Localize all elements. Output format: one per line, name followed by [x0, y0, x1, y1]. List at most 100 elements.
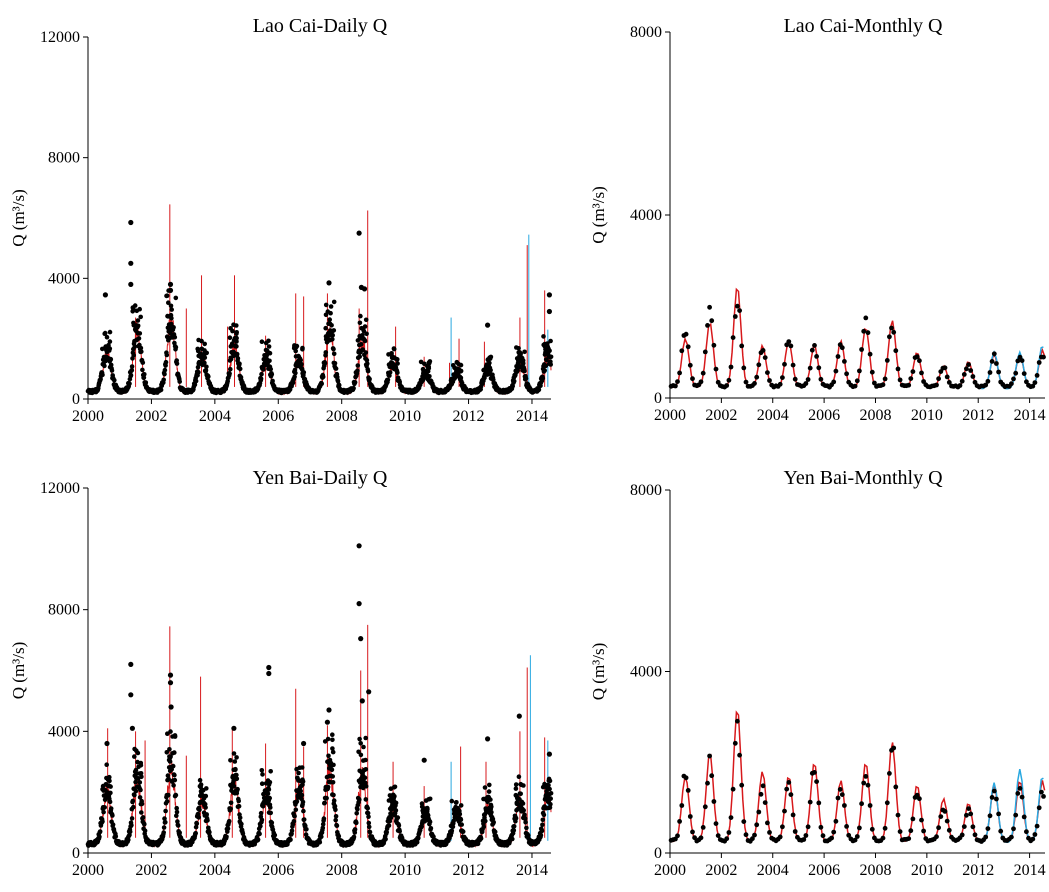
- observed-point: [458, 362, 464, 368]
- observed-point: [548, 338, 553, 344]
- observed-point: [758, 791, 764, 797]
- observed-point: [867, 803, 873, 808]
- observed-point: [110, 822, 116, 827]
- observed-point: [989, 359, 995, 364]
- observed-point: [228, 758, 233, 763]
- observed-point: [300, 782, 305, 788]
- observed-point: [138, 787, 143, 793]
- observed-point: [289, 828, 295, 834]
- observed-point: [129, 816, 135, 821]
- observed-outlier-point: [266, 664, 272, 671]
- observed-point: [387, 370, 393, 375]
- observed-point: [128, 372, 134, 378]
- observed-point: [1030, 836, 1036, 842]
- observed-point: [167, 759, 173, 764]
- observed-point: [513, 792, 519, 798]
- observed-point: [228, 344, 234, 349]
- observed-point: [854, 834, 860, 839]
- observed-point: [322, 361, 328, 366]
- x-tick-label: 2004: [199, 862, 231, 879]
- observed-point: [129, 368, 135, 373]
- observed-point: [544, 357, 549, 363]
- observed-point: [364, 331, 369, 337]
- observed-point: [863, 774, 869, 779]
- chart-lao-cai-daily-svg: Lao Cai-Daily Q Q (m³/s) 0 4000 8000 12000 200…: [9, 15, 554, 425]
- observed-point: [921, 828, 926, 834]
- observed-outlier-point: [546, 308, 553, 315]
- observed-point: [163, 808, 168, 814]
- observed-point: [138, 760, 144, 766]
- observed-point: [137, 780, 143, 785]
- observed-point: [201, 801, 207, 806]
- observed-point: [197, 784, 203, 789]
- observed-point: [548, 362, 553, 367]
- observed-point: [1015, 358, 1021, 364]
- observed-point: [709, 318, 715, 324]
- observed-point: [790, 812, 796, 818]
- observed-point: [228, 806, 233, 812]
- plot-area: [85, 543, 554, 849]
- chart-lao-cai-daily: Lao Cai-Daily Q Q (m³/s) 0 4000 8000 12000 200…: [0, 0, 560, 440]
- observed-point: [132, 746, 137, 752]
- observed-point: [391, 346, 397, 352]
- observed-point: [139, 801, 145, 807]
- observed-point: [514, 356, 520, 361]
- observed-point: [332, 803, 338, 809]
- observed-point: [482, 375, 487, 381]
- observed-point: [765, 820, 770, 826]
- observed-point: [752, 832, 757, 838]
- observed-point: [707, 304, 712, 310]
- observed-point: [294, 343, 300, 349]
- y-tick-label: 12000: [40, 29, 80, 46]
- observed-point: [449, 828, 455, 834]
- observed-point: [237, 815, 243, 820]
- observed-point: [333, 814, 339, 819]
- observed-point: [365, 368, 371, 374]
- observed-point: [816, 365, 822, 371]
- observed-point: [677, 819, 682, 824]
- observed-point: [1021, 814, 1027, 820]
- observed-point: [700, 370, 706, 376]
- observed-point: [762, 355, 768, 360]
- observed-point: [760, 348, 766, 353]
- observed-point: [330, 746, 335, 751]
- observed-point: [166, 765, 172, 770]
- observed-point: [1017, 786, 1023, 791]
- observed-point: [272, 832, 278, 838]
- observed-point: [839, 345, 845, 351]
- observed-point: [741, 819, 747, 824]
- observed-point: [174, 361, 180, 366]
- observed-point: [133, 767, 139, 773]
- observed-point: [260, 772, 265, 777]
- observed-point: [268, 805, 273, 810]
- observed-point: [543, 346, 548, 352]
- observed-point: [366, 820, 372, 826]
- observed-point: [322, 800, 328, 806]
- observed-point: [679, 348, 685, 354]
- observed-point: [942, 809, 948, 814]
- observed-point: [482, 785, 488, 790]
- observed-point: [236, 803, 242, 809]
- x-tick-label: 2010: [389, 862, 421, 879]
- observed-point: [267, 350, 273, 356]
- observed-point: [103, 344, 108, 349]
- observed-point: [196, 369, 201, 375]
- observed-point: [233, 766, 238, 772]
- observed-outlier-point: [485, 322, 491, 328]
- observed-point: [957, 383, 963, 388]
- observed-point: [917, 358, 922, 364]
- observed-outlier-point: [167, 281, 174, 287]
- observed-point: [140, 815, 146, 820]
- x-tick-label: 2006: [262, 408, 294, 425]
- observed-point: [174, 813, 179, 818]
- observed-point: [232, 759, 238, 764]
- observed-point: [994, 796, 999, 802]
- observed-point: [357, 320, 363, 326]
- observed-outlier-point: [356, 543, 362, 549]
- y-tick-label: 4000: [48, 723, 80, 740]
- observed-point: [259, 768, 265, 773]
- observed-point: [132, 303, 138, 308]
- series-blue-line: [450, 234, 549, 387]
- observed-point: [453, 800, 459, 805]
- observed-point: [258, 823, 263, 829]
